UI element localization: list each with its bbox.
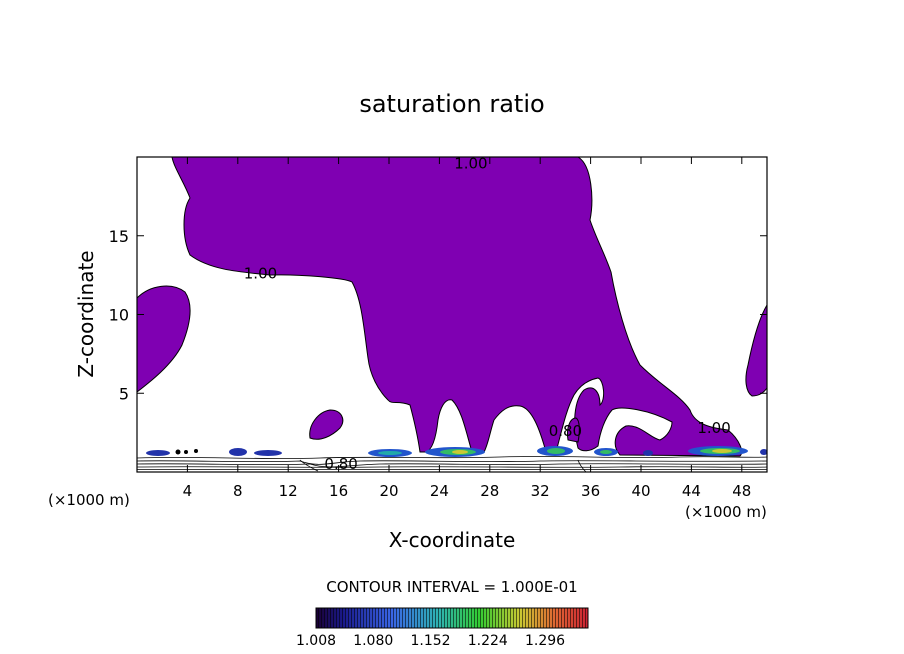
y-ticks: 5 10 15 xyxy=(109,227,767,403)
contour-label: 1.00 xyxy=(454,154,487,172)
x-unit-right: (×1000 m) xyxy=(685,503,767,521)
x-tick-label: 4 xyxy=(183,482,193,500)
contour-field xyxy=(137,157,767,472)
x-tick-label: 24 xyxy=(430,482,449,500)
supersat-patch xyxy=(760,449,767,455)
contour-line xyxy=(137,456,767,459)
x-ticks: 4 8 12 16 20 24 28 32 36 40 44 48 xyxy=(183,157,751,500)
supersat-patch xyxy=(452,450,468,454)
contour-line xyxy=(577,459,587,472)
supersat-patch xyxy=(643,450,653,456)
x-tick-label: 16 xyxy=(329,482,348,500)
x-tick-label: 28 xyxy=(480,482,499,500)
colorbar: 1.008 1.080 1.152 1.224 1.296 xyxy=(296,607,589,649)
supersat-patch xyxy=(146,450,170,456)
saturated-region-tongue xyxy=(567,417,580,443)
saturated-region-blob xyxy=(309,409,344,440)
x-tick-label: 12 xyxy=(279,482,298,500)
x-tick-label: 40 xyxy=(631,482,650,500)
supersat-patch xyxy=(600,450,612,454)
colorbar-tick-label: 1.296 xyxy=(525,633,565,649)
chart-title: saturation ratio xyxy=(359,90,544,118)
colorbar-tick-label: 1.080 xyxy=(353,633,393,649)
colorbar-tick-label: 1.224 xyxy=(468,633,508,649)
colorbar-ticks: 1.008 1.080 1.152 1.224 1.296 xyxy=(296,633,565,649)
contour-label: 1.00 xyxy=(697,419,730,437)
saturated-region-main xyxy=(171,157,742,457)
x-tick-label: 36 xyxy=(581,482,600,500)
contour-labels: 1.00 1.00 1.00 0.80 0.80 xyxy=(244,154,731,473)
supersat-patch xyxy=(378,451,402,455)
contour-label: 0.80 xyxy=(324,455,357,473)
supersaturation-patches xyxy=(146,446,767,457)
contour-line xyxy=(137,463,767,468)
contour-label: 0.80 xyxy=(549,422,582,440)
contour-line xyxy=(137,460,767,465)
y-tick-label: 15 xyxy=(109,227,129,246)
supersat-patch xyxy=(712,449,732,453)
supersat-patch xyxy=(229,448,247,456)
supersat-dot xyxy=(175,449,181,455)
saturated-region-right xyxy=(745,304,767,397)
contour-interval-text: CONTOUR INTERVAL = 1.000E-01 xyxy=(326,578,577,596)
x-unit-left: (×1000 m) xyxy=(48,491,130,509)
colorbar-tick-label: 1.152 xyxy=(410,633,450,649)
colorbar-lines xyxy=(316,608,588,628)
x-tick-label: 48 xyxy=(732,482,751,500)
saturated-region-left xyxy=(137,285,191,393)
y-tick-label: 5 xyxy=(119,384,129,403)
x-tick-label: 44 xyxy=(682,482,701,500)
contour-label: 1.00 xyxy=(244,265,277,283)
supersat-dot xyxy=(194,449,198,453)
contour-line xyxy=(137,466,767,468)
colorbar-frame xyxy=(315,607,589,629)
colorbar-tick-label: 1.008 xyxy=(296,633,336,649)
supersat-patch xyxy=(254,450,282,456)
x-tick-label: 20 xyxy=(379,482,398,500)
y-axis-label: Z-coordinate xyxy=(74,250,98,377)
y-tick-label: 10 xyxy=(109,306,129,325)
x-tick-label: 8 xyxy=(233,482,243,500)
x-axis-label: X-coordinate xyxy=(389,528,516,552)
x-tick-label: 32 xyxy=(531,482,550,500)
contour-line xyxy=(299,459,319,472)
low-level-contours xyxy=(137,456,767,472)
supersat-dot xyxy=(184,450,188,454)
supersat-patch xyxy=(547,448,565,454)
